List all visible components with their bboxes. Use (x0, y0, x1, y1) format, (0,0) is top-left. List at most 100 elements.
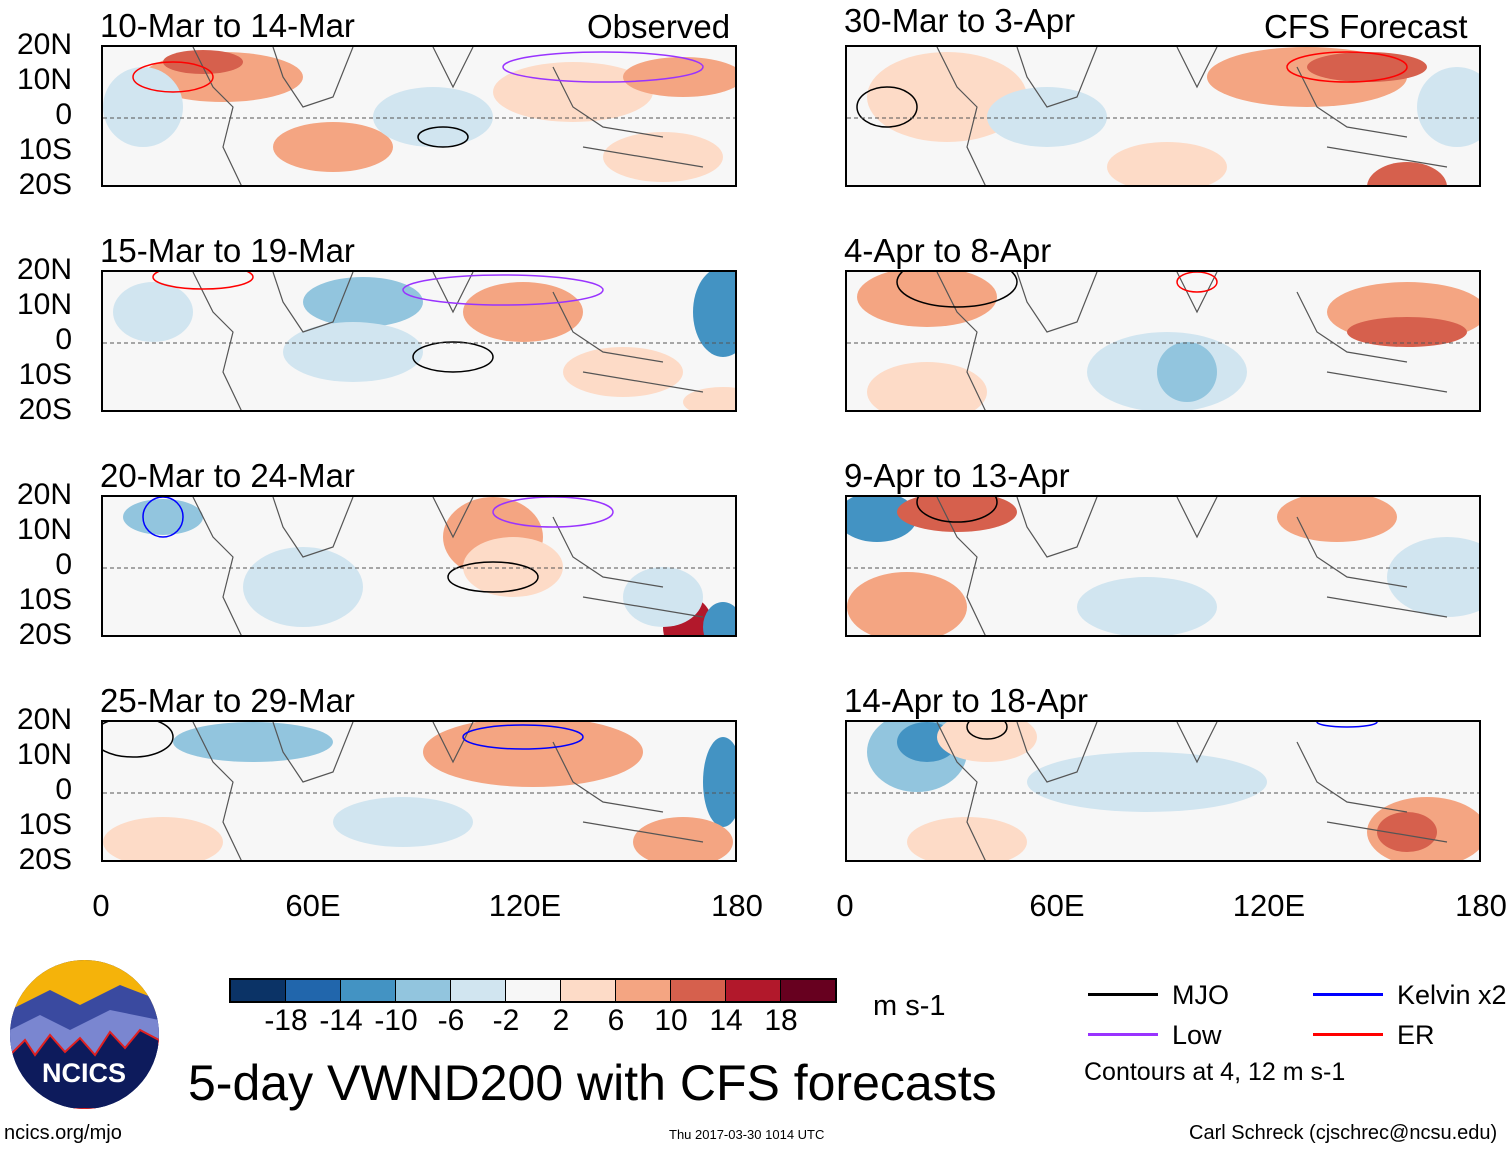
anomaly-area (303, 277, 423, 327)
anomaly-area (1417, 67, 1479, 147)
contour-line (103, 722, 174, 758)
map-panel (845, 720, 1481, 862)
lat-label: 20N (16, 28, 72, 61)
contour-line (152, 272, 254, 290)
lat-label: 20N (16, 478, 72, 511)
contour-line (402, 274, 604, 306)
anomaly-area (897, 497, 1017, 532)
contour-note: Contours at 4, 12 m s-1 (1084, 1058, 1346, 1086)
anomaly-area (603, 132, 723, 182)
lon-label: 0 (92, 888, 110, 923)
anomaly-area (163, 50, 243, 74)
anomaly-area (847, 572, 967, 635)
anomaly-area (857, 272, 997, 327)
colorbar-label: 18 (764, 1004, 798, 1037)
anomaly-area (1367, 162, 1447, 185)
contour-line (412, 341, 494, 373)
contour-line (447, 561, 539, 593)
colorbar (229, 978, 837, 1003)
anomaly-area (683, 387, 735, 410)
panel-title: 30-Mar to 3-Apr (844, 2, 1076, 39)
anomaly-area (1387, 537, 1479, 617)
anomaly-area (867, 362, 987, 410)
panel-title: 20-Mar to 24-Mar (100, 457, 355, 494)
colorbar-label: 14 (709, 1004, 743, 1037)
anomaly-area (1277, 497, 1397, 542)
colorbar-label: 6 (607, 1004, 625, 1037)
coastline (192, 272, 704, 410)
lat-label: 20N (16, 253, 72, 286)
colorbar-label: -6 (437, 1004, 465, 1037)
figure-title: 5-day VWND200 with CFS forecasts (188, 1055, 997, 1111)
panel-title: 4-Apr to 8-Apr (844, 232, 1052, 269)
map-panel (845, 495, 1481, 637)
colorbar-label: 10 (654, 1004, 688, 1037)
lat-label: 10S (18, 133, 72, 166)
lat-label: 10N (16, 738, 72, 771)
lat-label: 20S (18, 168, 72, 201)
lat-label: 20S (18, 618, 72, 651)
anomaly-area (1347, 317, 1467, 347)
map-panel (845, 45, 1481, 187)
anomaly-area (273, 122, 393, 172)
anomaly-area (1307, 52, 1427, 82)
anomaly-area (123, 499, 203, 535)
anomaly-area (173, 722, 333, 762)
observed-header: Observed (587, 8, 731, 45)
coastline (192, 722, 704, 860)
colorbar-swatch (561, 980, 616, 1001)
contour-line (856, 86, 918, 128)
lon-label: 60E (1029, 888, 1085, 923)
contour-line (502, 51, 704, 83)
colorbar-swatch (726, 980, 781, 1001)
footer-url[interactable]: ncics.org/mjo (4, 1122, 122, 1144)
colorbar-swatch (616, 980, 671, 1001)
lon-label: 60E (285, 888, 341, 923)
coastline (192, 497, 704, 635)
map-panel (101, 720, 737, 862)
logo-text: NCICS (42, 1058, 126, 1088)
footer-author: Carl Schreck (cjschrec@ncsu.edu) (1189, 1122, 1498, 1144)
anomaly-area (103, 817, 223, 860)
contour-line (966, 722, 1008, 740)
colorbar-label: -2 (492, 1004, 520, 1037)
legend-line (1088, 993, 1158, 996)
forecast-header: CFS Forecast (1264, 8, 1468, 45)
lon-label: 120E (488, 888, 562, 923)
footer-timestamp: Thu 2017-03-30 1014 UTC (669, 1127, 825, 1142)
anomaly-area (867, 52, 1027, 142)
contour-line (1316, 722, 1378, 728)
contour-line (896, 272, 1018, 308)
lon-label: 120E (1232, 888, 1306, 923)
panel-title: 14-Apr to 18-Apr (844, 682, 1088, 719)
legend-line (1313, 1033, 1383, 1036)
anomaly-area (623, 567, 703, 627)
panel-title: 15-Mar to 19-Mar (100, 232, 355, 269)
lon-label: 180 (1455, 888, 1507, 923)
anomaly-area (1377, 812, 1437, 852)
contour-line (492, 497, 614, 528)
lon-label: 180 (711, 888, 763, 923)
contour-line (462, 724, 584, 750)
anomaly-area (373, 87, 493, 147)
anomaly-area (1027, 752, 1267, 812)
anomaly-area (1157, 342, 1217, 402)
anomaly-area (243, 547, 363, 627)
contour-line (916, 497, 998, 523)
legend-label: ER (1397, 1020, 1435, 1050)
lat-label: 20S (18, 843, 72, 876)
contour-line (142, 497, 184, 538)
contour-line (132, 61, 214, 93)
anomaly-area (703, 602, 735, 635)
map-panel (101, 270, 737, 412)
anomaly-area (463, 282, 583, 342)
lat-label: 10S (18, 358, 72, 391)
colorbar-label: -18 (264, 1004, 308, 1037)
colorbar-swatch (231, 980, 286, 1001)
anomaly-area (103, 67, 183, 147)
legend-label: Low (1172, 1020, 1222, 1050)
map-panel (101, 495, 737, 637)
anomaly-area (1107, 142, 1227, 185)
colorbar-swatch (286, 980, 341, 1001)
